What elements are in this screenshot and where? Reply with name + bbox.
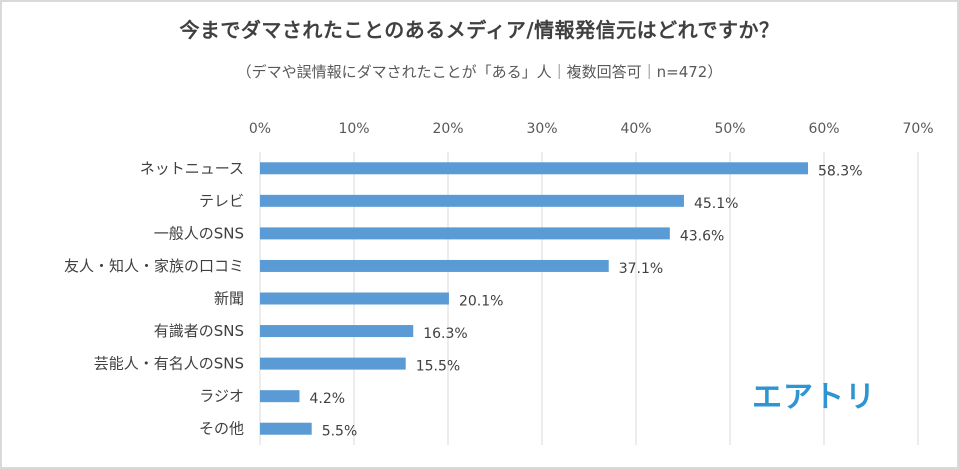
data-label: 37.1% bbox=[619, 261, 663, 277]
bar bbox=[260, 292, 449, 305]
data-label: 4.2% bbox=[309, 391, 345, 407]
bar bbox=[260, 422, 312, 435]
airtrip-logo: エアトリ bbox=[752, 380, 876, 415]
x-tick-label: 40% bbox=[620, 121, 651, 137]
bar bbox=[260, 259, 609, 272]
category-label: 有識者のSNS bbox=[154, 322, 244, 340]
data-label: 20.1% bbox=[459, 294, 503, 310]
category-label: 芸能人・有名人のSNS bbox=[94, 355, 244, 373]
data-label: 16.3% bbox=[423, 326, 467, 342]
x-tick-label: 0% bbox=[249, 121, 271, 137]
category-label: 一般人のSNS bbox=[154, 224, 244, 242]
category-label: テレビ bbox=[199, 192, 244, 210]
category-label: その他 bbox=[199, 420, 244, 438]
chart-title: 今までダマされたことのあるメディア/情報発信元はどれですか？ bbox=[179, 18, 780, 42]
bar bbox=[260, 227, 670, 240]
data-label: 58.3% bbox=[818, 163, 862, 179]
category-label: ラジオ bbox=[199, 387, 244, 405]
category-label: 新聞 bbox=[214, 290, 244, 308]
chart-subtitle: （デマや誤情報にダマされたことが「ある」人｜複数回答可｜n=472） bbox=[236, 63, 723, 81]
data-label: 43.6% bbox=[680, 228, 724, 244]
bar bbox=[260, 325, 414, 338]
bar bbox=[260, 357, 406, 370]
x-tick-label: 10% bbox=[338, 121, 369, 137]
data-label: 45.1% bbox=[694, 196, 738, 212]
data-label: 15.5% bbox=[416, 359, 460, 375]
bar bbox=[260, 162, 809, 175]
bar bbox=[260, 390, 300, 403]
category-label: ネットニュース bbox=[140, 159, 244, 177]
x-tick-label: 20% bbox=[432, 121, 463, 137]
x-tick-label: 50% bbox=[714, 121, 745, 137]
x-tick-label: 30% bbox=[526, 121, 557, 137]
category-label: 友人・知人・家族の口コミ bbox=[64, 257, 244, 275]
bar bbox=[260, 194, 684, 207]
x-tick-label: 60% bbox=[808, 121, 839, 137]
data-label: 5.5% bbox=[322, 424, 358, 440]
x-tick-label: 70% bbox=[902, 121, 933, 137]
